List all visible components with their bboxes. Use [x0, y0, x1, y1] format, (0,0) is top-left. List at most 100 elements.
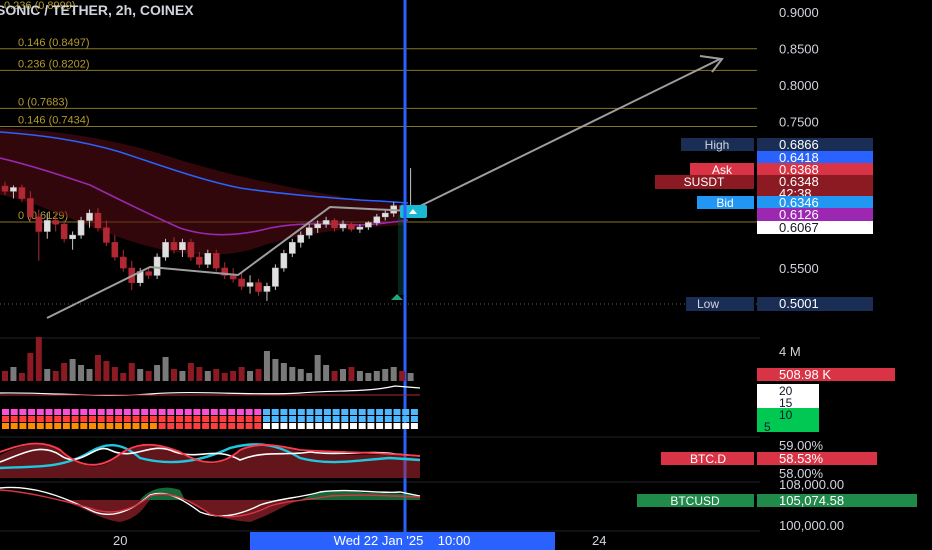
- candle: [373, 213, 381, 226]
- volume-bar: [382, 369, 389, 381]
- volume-bars: [2, 337, 414, 381]
- btcusd-white-line: [0, 486, 421, 517]
- volume-bar: [137, 369, 144, 381]
- volume-bar: [373, 371, 380, 381]
- ribbon-cell: [80, 416, 88, 422]
- chart-title: SONIC / TETHER, 2h, COINEX: [0, 2, 194, 18]
- candle: [348, 222, 355, 232]
- ribbon-cell: [36, 409, 44, 415]
- ribbon-cell: [2, 416, 9, 422]
- volume-bar: [27, 353, 34, 381]
- projection-arrow-head: [699, 55, 724, 73]
- svg-text:Low: Low: [697, 297, 719, 311]
- ribbon-cell: [158, 416, 166, 422]
- ribbon-cell: [115, 416, 123, 422]
- ribbon-cell: [89, 409, 96, 415]
- ribbon-cell: [410, 409, 418, 415]
- svg-text:0.5001: 0.5001: [779, 296, 819, 311]
- candle: [120, 249, 127, 272]
- fib-top-partial-label: 0.236 (0.8999): [4, 0, 76, 12]
- volume-bar: [221, 373, 228, 381]
- candle: [94, 208, 102, 232]
- ribbon-cell: [306, 416, 314, 422]
- ribbon-cell: [80, 409, 88, 415]
- candle: [331, 218, 338, 232]
- time-label-20: 20: [113, 533, 127, 548]
- ribbon-cell: [376, 423, 384, 429]
- btcd-tick-upper: 59.00%: [779, 438, 824, 453]
- zigzag-line: [46, 205, 411, 319]
- svg-text:0.6346: 0.6346: [779, 195, 819, 210]
- btcd-badge: BTC.D 58.53%: [661, 451, 877, 466]
- ribbon-cell: [202, 423, 210, 429]
- ribbon-cell: [245, 409, 253, 415]
- volume-bar: [314, 355, 321, 381]
- volume-bar: [263, 351, 270, 381]
- fib-levels: 0.146 (0.8497) 0.236 (0.8202) 0 (0.7683) 0.…: [0, 37, 757, 223]
- ribbon-cell: [193, 423, 201, 429]
- candle: [86, 209, 93, 228]
- ribbon-cell: [306, 423, 314, 429]
- ribbon-cell: [384, 416, 392, 422]
- svg-text:105,074.58: 105,074.58: [779, 493, 844, 508]
- volume-bar: [145, 371, 152, 381]
- ribbon-cell: [54, 416, 62, 422]
- price-tick-0: 0.9000: [779, 5, 819, 20]
- candle: [153, 253, 161, 279]
- ribbon-cell: [45, 416, 53, 422]
- volume-bar: [272, 359, 279, 381]
- ribbon-cell: [158, 409, 166, 415]
- ribbon-cell: [71, 423, 79, 429]
- volume-bar: [331, 371, 338, 381]
- volume-bar: [61, 363, 68, 381]
- ribbon-cell: [315, 416, 323, 422]
- candle: [314, 220, 321, 233]
- ribbon-cell: [315, 423, 323, 429]
- ribbon-cell: [228, 423, 236, 429]
- ribbon-cell: [271, 416, 279, 422]
- ribbon-cell: [71, 416, 79, 422]
- candle: [187, 238, 195, 261]
- ribbon-cell: [410, 416, 418, 422]
- candle: [179, 238, 186, 258]
- ask-badge: Ask 0.6368: [690, 162, 873, 177]
- btcd-tick-lower: 58.00%: [779, 466, 824, 481]
- ribbon-cell: [62, 416, 70, 422]
- candle: [204, 249, 212, 269]
- ribbon-cell: [80, 423, 88, 429]
- ribbon-cell: [54, 409, 62, 415]
- ribbon-cell: [62, 409, 70, 415]
- ribbon-cell: [289, 423, 297, 429]
- ribbon-cell: [115, 409, 123, 415]
- price-tick-3: 0.7500: [779, 115, 819, 130]
- ribbon-cell: [132, 409, 140, 415]
- ribbon-cell: [193, 416, 201, 422]
- ribbon-labels: 20 15 10 5: [757, 384, 819, 434]
- ribbon-cell: [228, 416, 236, 422]
- ribbon-cell: [10, 423, 18, 429]
- ribbon-cell: [219, 409, 227, 415]
- ribbon-cell: [45, 409, 53, 415]
- volume-bar: [78, 365, 85, 381]
- ribbon-cell: [2, 423, 9, 429]
- volume-bar: [289, 367, 296, 381]
- svg-text:Ask: Ask: [712, 163, 733, 177]
- volume-bar: [356, 371, 363, 381]
- volume-bar: [390, 367, 397, 381]
- candle: [272, 264, 279, 290]
- volume-bar: [154, 365, 161, 381]
- svg-text:SUSDT: SUSDT: [684, 175, 725, 189]
- ribbon-cell: [315, 409, 323, 415]
- ribbon-cell: [341, 409, 349, 415]
- volume-bar: [86, 369, 93, 381]
- svg-text:0.6866: 0.6866: [779, 137, 819, 152]
- ribbon-cell: [28, 416, 36, 422]
- ribbon-cell: [202, 409, 210, 415]
- ribbon-cell: [393, 416, 401, 422]
- low-marker-icon: [391, 294, 403, 300]
- ma-white-badge: 0.6067: [757, 220, 873, 235]
- ribbon-cell: [158, 423, 166, 429]
- volume-bar: [187, 363, 194, 381]
- volume-bar: [94, 355, 101, 381]
